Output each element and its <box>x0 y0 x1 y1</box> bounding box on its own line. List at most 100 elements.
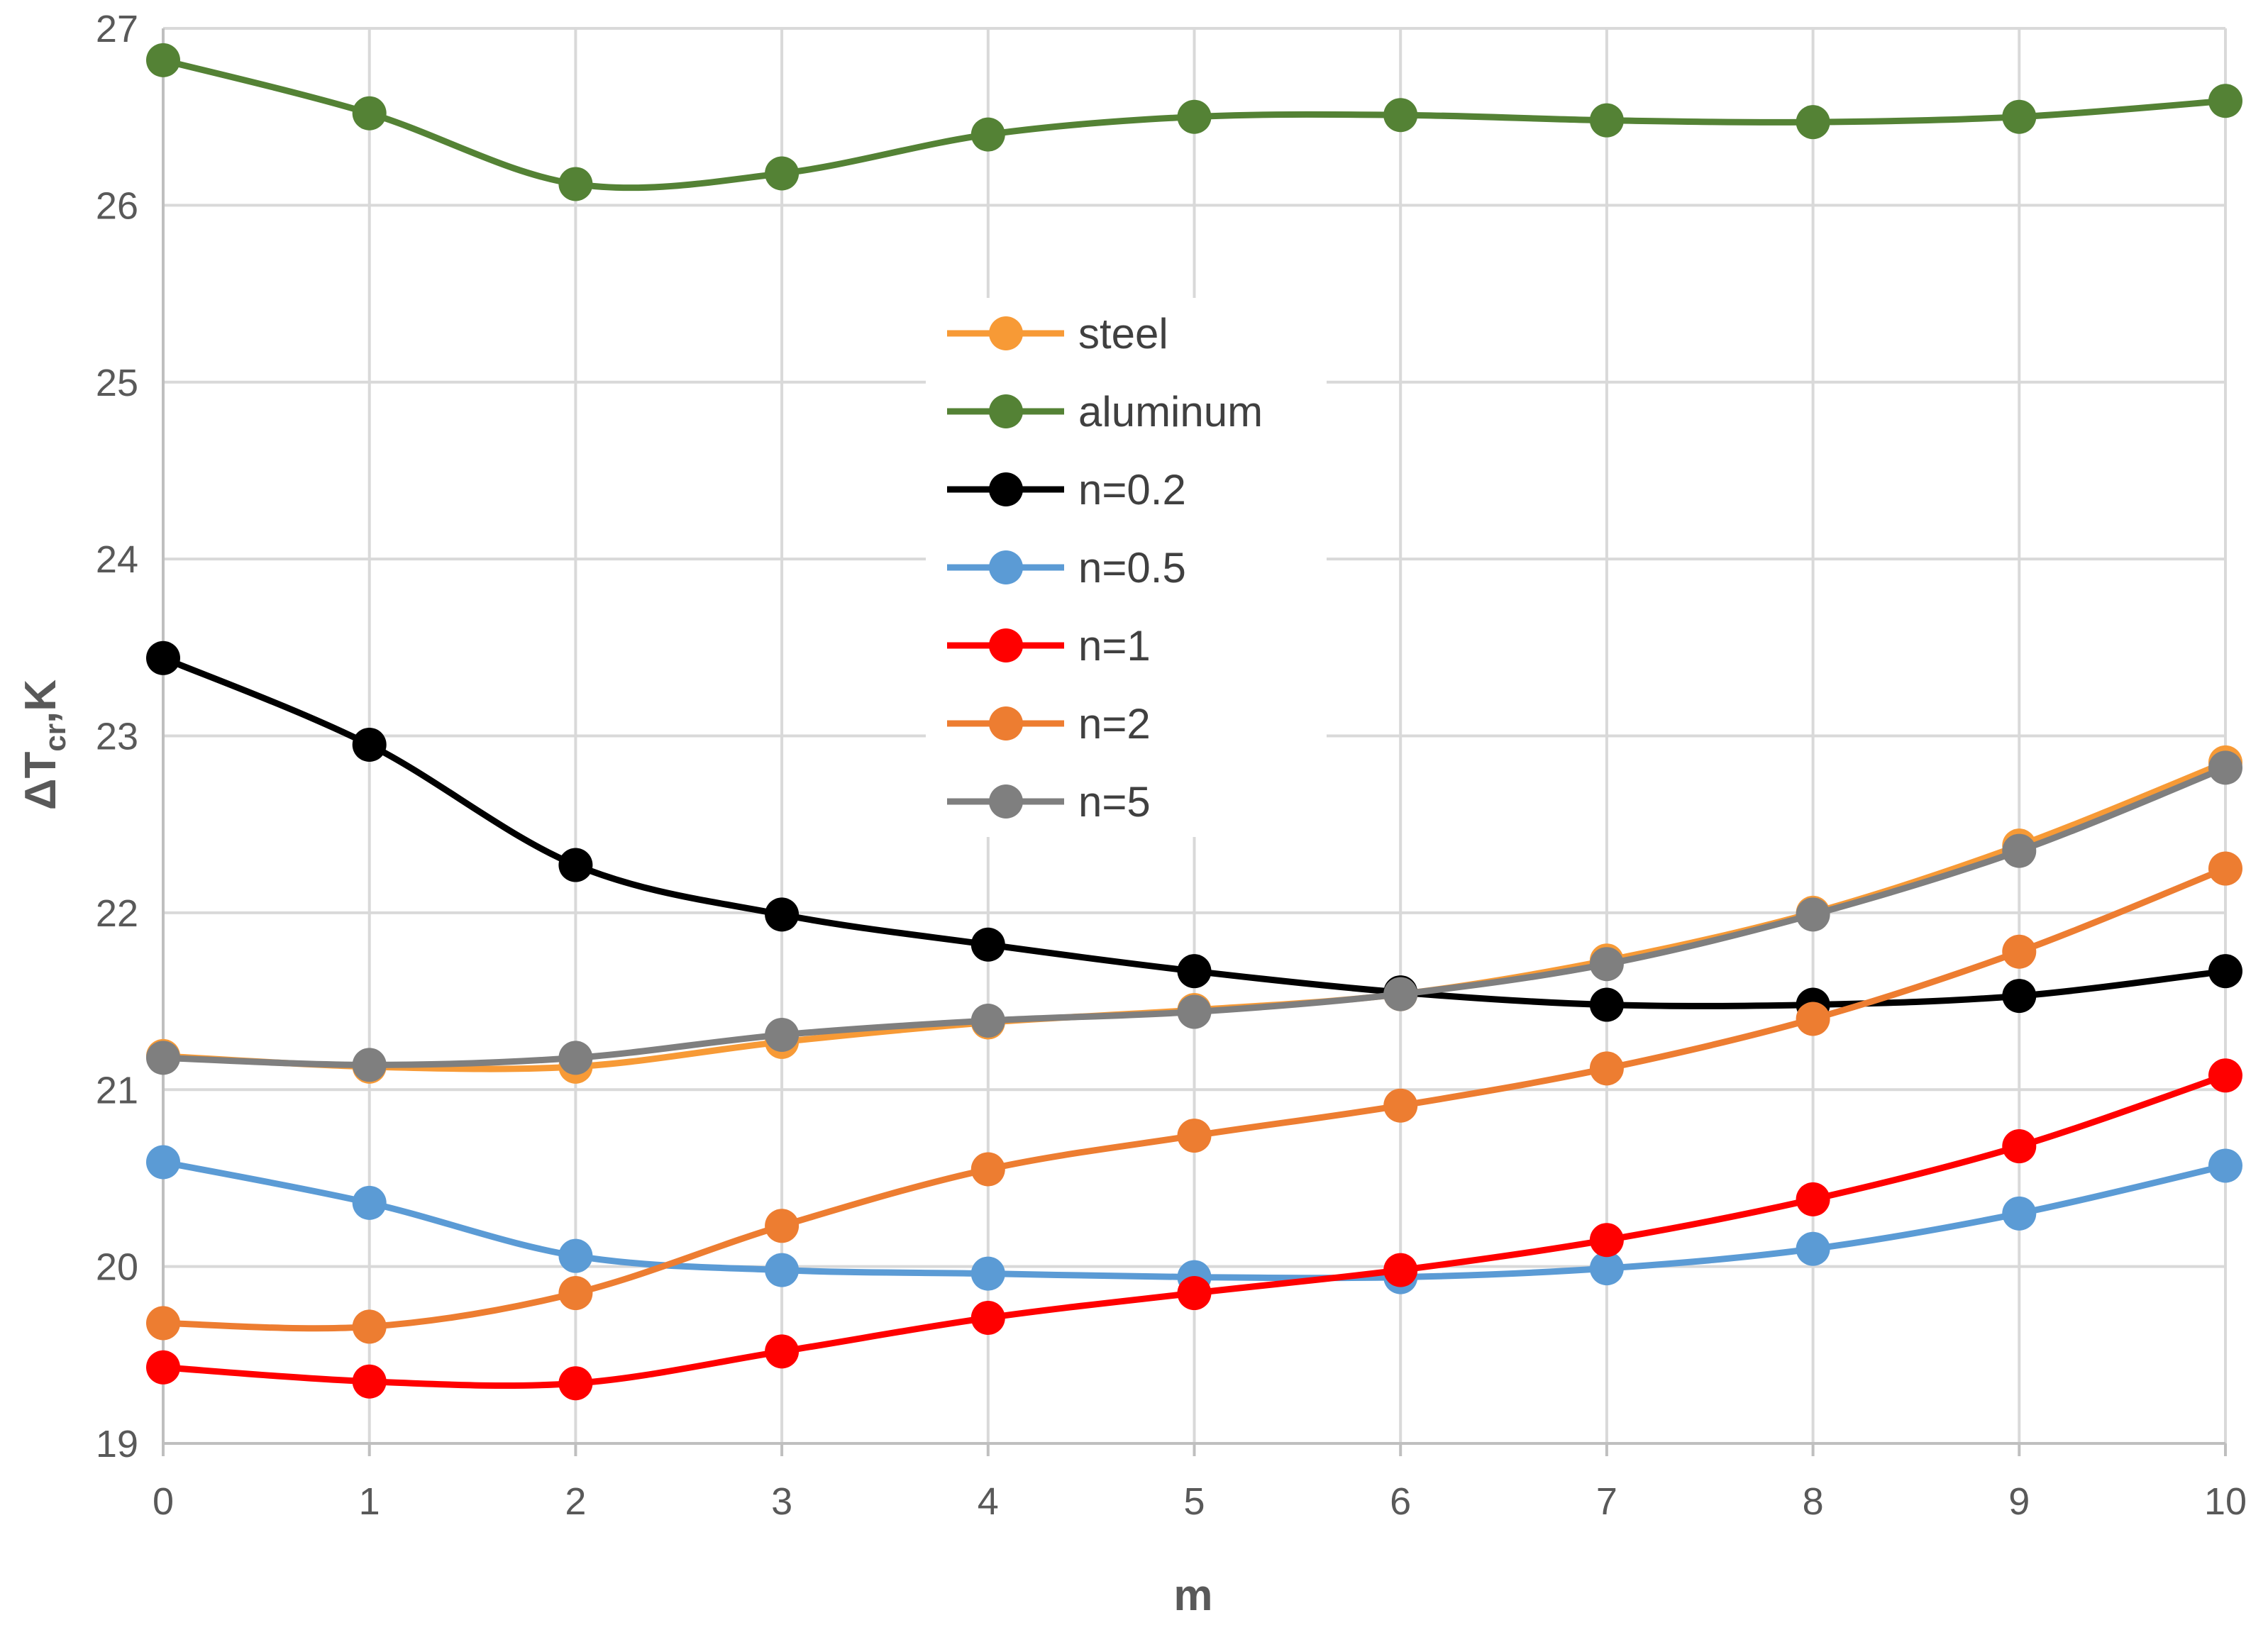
x-tick-label: 3 <box>771 1480 792 1523</box>
series-n-1 <box>146 1058 2242 1401</box>
data-point <box>352 1309 387 1344</box>
data-point <box>2002 833 2037 868</box>
legend-item: n=0.2 <box>947 466 1186 514</box>
legend-marker <box>989 472 1023 506</box>
data-point <box>146 640 180 675</box>
series-n-5 <box>146 750 2242 1082</box>
y-tick-label: 23 <box>96 716 138 758</box>
data-point <box>970 1003 1005 1038</box>
data-point <box>970 117 1005 152</box>
data-point <box>2002 99 2037 134</box>
x-tick-label: 7 <box>1596 1480 1617 1523</box>
y-tick-label: 19 <box>96 1423 138 1465</box>
data-point <box>1589 1223 1624 1258</box>
legend-label: steel <box>1078 310 1168 357</box>
data-point <box>2208 84 2242 118</box>
data-point <box>1383 98 1418 133</box>
series-aluminum <box>146 43 2242 201</box>
series-group <box>146 43 2242 1401</box>
data-point <box>2208 851 2242 886</box>
data-point <box>352 727 387 762</box>
data-point <box>1796 1002 1830 1036</box>
legend-label: aluminum <box>1078 388 1263 436</box>
y-tick-label: 22 <box>96 892 138 935</box>
data-point <box>765 1253 800 1287</box>
y-tick-label: 24 <box>96 538 138 581</box>
data-point <box>765 1209 800 1243</box>
data-point <box>1589 1051 1624 1086</box>
x-tick-label: 0 <box>153 1480 174 1523</box>
data-point <box>1177 99 1212 134</box>
axis-labels: m ΔTcr,K <box>16 680 1213 1620</box>
legend-item: steel <box>947 310 1168 357</box>
y-tick-label: 21 <box>96 1069 138 1111</box>
data-point <box>970 1256 1005 1291</box>
x-tick-label: 6 <box>1390 1480 1411 1523</box>
data-point <box>1177 1119 1212 1153</box>
data-point <box>1796 897 1830 932</box>
data-point <box>1383 1253 1418 1287</box>
data-point <box>146 1306 180 1341</box>
y-axis-title: ΔTcr,K <box>16 680 72 810</box>
data-point <box>970 1152 1005 1187</box>
data-point <box>352 1364 387 1399</box>
data-point <box>146 1145 180 1180</box>
data-point <box>2002 1129 2037 1164</box>
x-axis-title: m <box>1173 1571 1212 1620</box>
data-point <box>146 1350 180 1385</box>
data-point <box>352 1048 387 1082</box>
data-point <box>558 848 593 882</box>
data-point <box>1177 994 1212 1029</box>
data-point <box>970 927 1005 962</box>
data-point <box>2208 1058 2242 1093</box>
x-tick-label: 5 <box>1183 1480 1205 1523</box>
x-tick-label: 9 <box>2008 1480 2030 1523</box>
data-point <box>1177 1276 1212 1311</box>
data-point <box>1589 103 1624 138</box>
legend-marker <box>989 550 1023 584</box>
data-point <box>2208 1148 2242 1183</box>
legend-label: n=0.2 <box>1078 466 1186 514</box>
data-point <box>2002 934 2037 969</box>
data-point <box>1796 1231 1830 1266</box>
data-point <box>352 96 387 131</box>
data-point <box>146 43 180 77</box>
legend-marker <box>989 706 1023 741</box>
legend-label: n=5 <box>1078 778 1151 826</box>
data-point <box>1589 947 1624 982</box>
data-point <box>1177 954 1212 989</box>
y-axis-title-subscript: cr <box>38 723 72 752</box>
data-point <box>765 1334 800 1369</box>
data-point <box>1589 1251 1624 1286</box>
y-tick-label: 26 <box>96 184 138 227</box>
legend-label: n=2 <box>1078 700 1151 748</box>
data-point <box>2002 979 2037 1014</box>
data-point <box>558 1041 593 1075</box>
data-point <box>765 1017 800 1052</box>
legend-marker <box>989 394 1023 428</box>
x-tick-label: 1 <box>359 1480 380 1523</box>
data-point <box>765 897 800 932</box>
y-axis-title-prefix: ΔT <box>16 752 65 811</box>
data-point <box>765 156 800 191</box>
legend: steel aluminum n=0.2 n=0.5 n=1 n=2 n=5 <box>926 298 1327 837</box>
legend-marker <box>989 628 1023 662</box>
legend-marker <box>989 316 1023 350</box>
legend-marker <box>989 784 1023 819</box>
legend-label: n=1 <box>1078 622 1151 670</box>
data-point <box>1383 1088 1418 1123</box>
legend-label: n=0.5 <box>1078 544 1186 592</box>
data-point <box>558 1276 593 1311</box>
data-point <box>2002 1196 2037 1231</box>
legend-item: n=1 <box>947 622 1151 670</box>
x-tick-label: 2 <box>565 1480 586 1523</box>
data-point <box>558 1366 593 1401</box>
data-point <box>1589 987 1624 1022</box>
legend-item: n=0.5 <box>947 544 1186 592</box>
legend-item: n=5 <box>947 778 1151 826</box>
y-tick-label: 20 <box>96 1246 138 1289</box>
legend-item: aluminum <box>947 388 1263 436</box>
